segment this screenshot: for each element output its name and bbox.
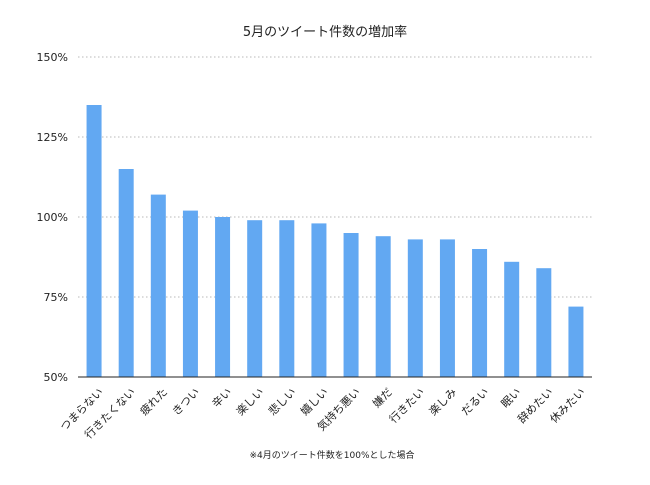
x-tick-label: 疲れた <box>137 385 170 418</box>
bars <box>86 105 584 377</box>
bar <box>118 169 134 377</box>
x-tick-label: きつい <box>170 386 203 419</box>
bar <box>215 217 231 377</box>
y-tick-label: 150% <box>37 51 68 64</box>
x-tick-label: 眠い <box>499 386 524 411</box>
bar <box>86 105 102 377</box>
bar <box>472 249 488 377</box>
x-tick-label: だるい <box>459 386 492 419</box>
chart-footnote: ※4月のツイート件数を100%とした場合 <box>250 449 415 461</box>
x-tick-label: 行きたい <box>387 386 427 426</box>
chart-title: 5月のツイート件数の増加率 <box>243 24 407 40</box>
y-tick-label: 100% <box>37 211 68 224</box>
bar <box>504 261 520 377</box>
bar <box>536 268 552 377</box>
bar <box>343 233 359 377</box>
x-tick-label: 休みたい <box>547 386 587 426</box>
bar <box>439 239 455 377</box>
x-tick-label: 悲しい <box>265 385 298 418</box>
bar <box>311 223 327 377</box>
x-tick-label: 楽しみ <box>427 386 460 419</box>
x-axis-tick-labels: つまらない行きたくない 疲れた きつい 辛い 楽しい 悲しい 嬉しい気持ち悪い 嫌だ行きたい楽… <box>58 385 588 442</box>
bar <box>150 194 166 377</box>
bar <box>247 220 263 377</box>
bar <box>407 239 423 377</box>
x-tick-label: 楽しい <box>234 386 267 419</box>
y-tick-label: 50% <box>44 371 68 384</box>
bar <box>375 236 391 377</box>
y-axis-tick-labels: 50% 75% 100% 125% 150% <box>37 51 68 384</box>
y-tick-label: 75% <box>44 291 68 304</box>
bar <box>279 220 295 377</box>
bar <box>568 306 584 377</box>
y-tick-label: 125% <box>37 131 68 144</box>
x-tick-label: 辛い <box>209 385 234 410</box>
bar <box>182 210 198 377</box>
x-tick-label: 嫌だ <box>370 385 395 410</box>
